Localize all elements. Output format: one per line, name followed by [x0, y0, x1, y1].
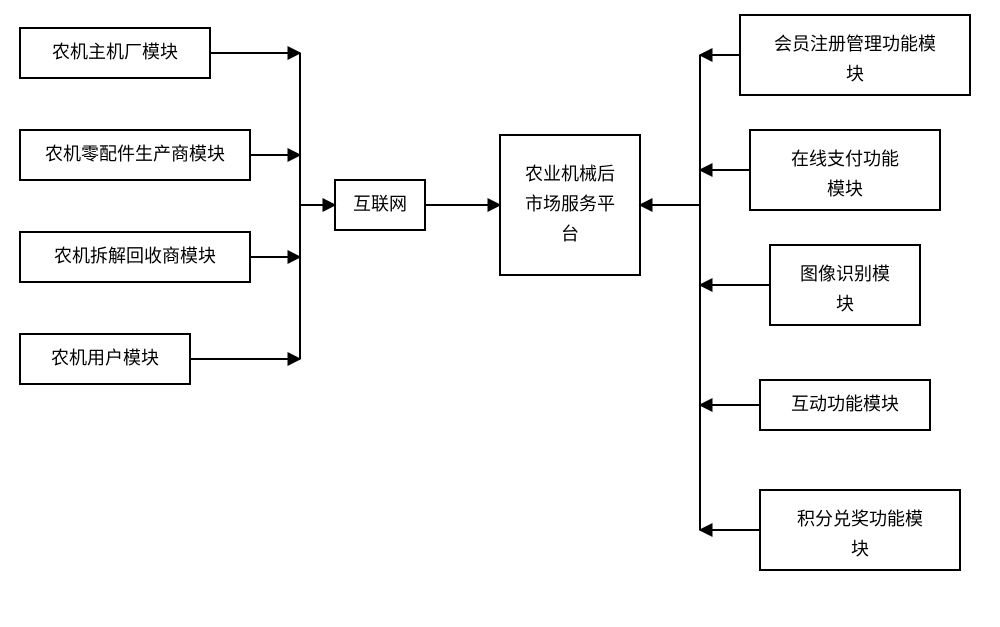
node-left2: 农机零配件生产商模块 — [20, 130, 250, 180]
node-left4: 农机用户模块 — [20, 334, 190, 384]
label-right2-l1: 在线支付功能 — [791, 149, 899, 169]
node-right4: 互动功能模块 — [760, 380, 930, 430]
node-internet: 互联网 — [335, 180, 425, 230]
label-right5-l1: 积分兑奖功能模 — [797, 509, 923, 529]
node-left3: 农机拆解回收商模块 — [20, 232, 250, 282]
label-left3: 农机拆解回收商模块 — [54, 246, 216, 266]
label-right1-l2: 块 — [846, 64, 864, 84]
label-left1: 农机主机厂模块 — [52, 42, 178, 62]
node-left1: 农机主机厂模块 — [20, 28, 210, 78]
node-platform: 农业机械后 市场服务平 台 — [500, 135, 640, 275]
node-right1: 会员注册管理功能模 块 — [740, 15, 970, 95]
label-left4: 农机用户模块 — [51, 348, 159, 368]
label-right1-l1: 会员注册管理功能模 — [774, 34, 936, 54]
flowchart-diagram: 农机主机厂模块 农机零配件生产商模块 农机拆解回收商模块 农机用户模块 互联网 … — [0, 0, 1000, 627]
label-left2: 农机零配件生产商模块 — [45, 144, 225, 164]
label-internet: 互联网 — [353, 194, 407, 214]
label-platform-l1: 农业机械后 — [525, 164, 615, 184]
label-right2-l2: 模块 — [827, 179, 863, 199]
node-right5: 积分兑奖功能模 块 — [760, 490, 960, 570]
label-right3-l2: 块 — [836, 294, 854, 314]
label-right4: 互动功能模块 — [791, 394, 899, 414]
node-right2: 在线支付功能 模块 — [750, 130, 940, 210]
label-right5-l2: 块 — [851, 539, 869, 559]
label-platform-l3: 台 — [561, 224, 579, 244]
label-right3-l1: 图像识别模 — [800, 264, 890, 284]
node-right3: 图像识别模 块 — [770, 245, 920, 325]
label-platform-l2: 市场服务平 — [525, 194, 615, 214]
